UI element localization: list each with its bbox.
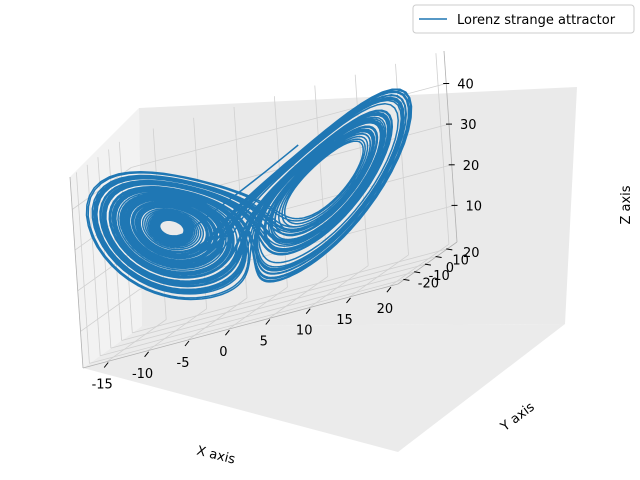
z-grid-line <box>80 289 140 332</box>
z-tick-label: 30 <box>460 118 477 133</box>
pane-edge <box>69 176 84 369</box>
y-tick-label: 20 <box>463 246 480 261</box>
z-tick-label: 20 <box>463 159 480 174</box>
attractor-line-group <box>85 88 413 301</box>
y-tick-mark <box>414 271 421 274</box>
x-tick-label: -15 <box>92 378 113 393</box>
x-tick-mark <box>225 329 230 336</box>
x-tick-mark <box>265 319 271 325</box>
y-grid-line <box>121 256 437 341</box>
x-tick-mark <box>184 340 190 347</box>
y-tick-mark <box>446 248 453 251</box>
pane-floor <box>83 324 565 452</box>
pane-edge <box>443 50 458 243</box>
x-tick-label: 15 <box>336 313 353 328</box>
z-tick-label: 10 <box>466 199 483 214</box>
x-tick-label: 0 <box>219 345 227 360</box>
x-tick-label: -5 <box>177 356 190 371</box>
x-tick-mark <box>103 362 109 368</box>
y-grid-line <box>132 248 448 334</box>
x-tick-label: -10 <box>132 367 153 382</box>
y-tick-mark <box>424 263 431 266</box>
y-tick-label: -10 <box>429 269 450 284</box>
x-tick-mark <box>144 351 149 358</box>
x-tick-label: 20 <box>377 302 394 317</box>
x-tick-label: 10 <box>296 324 313 339</box>
x-tick-mark <box>386 286 392 293</box>
attractor-series-line <box>85 88 413 301</box>
y-grid-line <box>89 279 405 364</box>
x-tick-label: 5 <box>260 335 268 350</box>
y-grid-line <box>97 157 112 349</box>
legend: Lorenz strange attractor <box>412 4 635 34</box>
x-tick-mark <box>346 297 351 304</box>
y-grid-line <box>76 172 90 364</box>
z-grid-line <box>77 248 137 292</box>
z-axis-label: Z axis <box>619 185 634 224</box>
legend-label: Lorenz strange attractor <box>457 13 616 28</box>
legend-box <box>412 4 635 34</box>
y-grid-line <box>110 263 427 349</box>
y-tick-label: 10 <box>452 254 469 269</box>
y-tick-mark <box>403 278 410 281</box>
z-tick-label: 40 <box>457 78 474 93</box>
x-tick-mark <box>305 308 311 315</box>
y-tick-label: 0 <box>446 261 454 276</box>
x-grid-line <box>435 53 450 245</box>
y-grid-line <box>100 271 416 357</box>
pane-edge <box>82 283 399 369</box>
y-tick-mark <box>435 256 442 258</box>
y-tick-label: -20 <box>418 276 439 291</box>
